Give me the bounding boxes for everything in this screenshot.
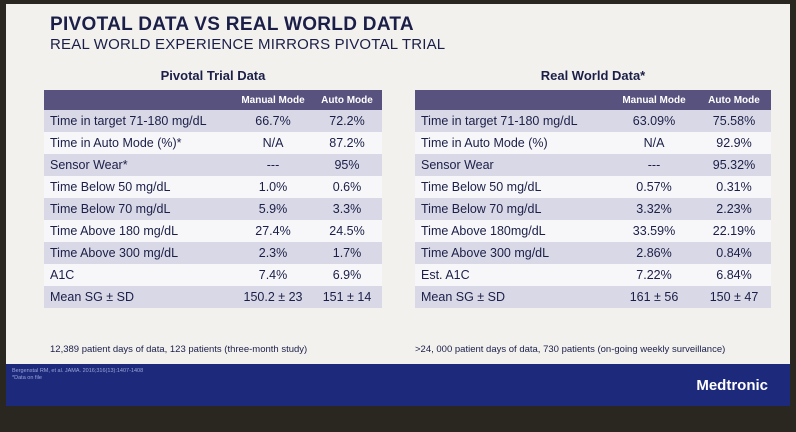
table-row: Time Above 300 mg/dL 2.3% 1.7% <box>44 242 382 264</box>
real-world-heading: Real World Data* <box>540 68 646 83</box>
real-world-table: Manual Mode Auto Mode Time in target 71-… <box>415 90 771 308</box>
pivotal-heading: Pivotal Trial Data <box>160 68 266 83</box>
table-row: Mean SG ± SD 150.2 ± 23 151 ± 14 <box>44 286 382 308</box>
table-row: Est. A1C 7.22% 6.84% <box>415 264 771 286</box>
auto-mode-value: 151 ± 14 <box>312 286 382 308</box>
manual-mode-value: 33.59% <box>611 220 697 242</box>
auto-mode-value: 87.2% <box>312 132 382 154</box>
table-row: Time in target 71-180 mg/dL 66.7% 72.2% <box>44 110 382 132</box>
real-world-footnote: >24, 000 patient days of data, 730 patie… <box>415 344 726 355</box>
manual-mode-value: 2.3% <box>234 242 312 264</box>
slide-subtitle: REAL WORLD EXPERIENCE MIRRORS PIVOTAL TR… <box>50 36 446 53</box>
table-header-row: Manual Mode Auto Mode <box>415 90 771 110</box>
reference-block: Bergenstal RM, et al. JAMA. 2016;316(13)… <box>12 368 143 382</box>
table-row: Sensor Wear* --- 95% <box>44 154 382 176</box>
table-row: Sensor Wear --- 95.32% <box>415 154 771 176</box>
table-row: Time in Auto Mode (%) N/A 92.9% <box>415 132 771 154</box>
footer-bar: Bergenstal RM, et al. JAMA. 2016;316(13)… <box>6 364 790 406</box>
row-label: Time Above 300 mg/dL <box>44 242 234 264</box>
header-manual-mode: Manual Mode <box>611 90 697 110</box>
table-row: Time in Auto Mode (%)* N/A 87.2% <box>44 132 382 154</box>
header-auto-mode: Auto Mode <box>697 90 771 110</box>
manual-mode-value: --- <box>611 154 697 176</box>
auto-mode-value: 150 ± 47 <box>697 286 771 308</box>
row-label: Sensor Wear <box>415 154 611 176</box>
auto-mode-value: 0.6% <box>312 176 382 198</box>
pivotal-table: Manual Mode Auto Mode Time in target 71-… <box>44 90 382 308</box>
row-label: Time Above 300 mg/dL <box>415 242 611 264</box>
pivotal-footnote: 12,389 patient days of data, 123 patient… <box>50 344 308 355</box>
manual-mode-value: 5.9% <box>234 198 312 220</box>
manual-mode-value: 7.22% <box>611 264 697 286</box>
header-manual-mode: Manual Mode <box>234 90 312 110</box>
manual-mode-value: 27.4% <box>234 220 312 242</box>
row-label: Time Below 70 mg/dL <box>415 198 611 220</box>
row-label: Time Below 50 mg/dL <box>44 176 234 198</box>
auto-mode-value: 3.3% <box>312 198 382 220</box>
slide-title: PIVOTAL DATA VS REAL WORLD DATA <box>50 14 414 35</box>
reference-citation: Bergenstal RM, et al. JAMA. 2016;316(13)… <box>12 368 144 374</box>
table-row: Time Above 180mg/dL 33.59% 22.19% <box>415 220 771 242</box>
row-label: Time in Auto Mode (%)* <box>44 132 234 154</box>
manual-mode-value: 3.32% <box>611 198 697 220</box>
manual-mode-value: 66.7% <box>234 110 312 132</box>
medtronic-logo: Medtronic <box>696 377 768 394</box>
table-row: Time Below 50 mg/dL 1.0% 0.6% <box>44 176 382 198</box>
table-row: Time Below 50 mg/dL 0.57% 0.31% <box>415 176 771 198</box>
row-label: Time Below 50 mg/dL <box>415 176 611 198</box>
manual-mode-value: 2.86% <box>611 242 697 264</box>
manual-mode-value: 150.2 ± 23 <box>234 286 312 308</box>
table-row: Mean SG ± SD 161 ± 56 150 ± 47 <box>415 286 771 308</box>
row-label: Time in target 71-180 mg/dL <box>44 110 234 132</box>
header-auto-mode: Auto Mode <box>312 90 382 110</box>
table-row: A1C 7.4% 6.9% <box>44 264 382 286</box>
auto-mode-value: 2.23% <box>697 198 771 220</box>
auto-mode-value: 24.5% <box>312 220 382 242</box>
auto-mode-value: 0.31% <box>697 176 771 198</box>
row-label: Mean SG ± SD <box>44 286 234 308</box>
auto-mode-value: 6.9% <box>312 264 382 286</box>
table-row: Time in target 71-180 mg/dL 63.09% 75.58% <box>415 110 771 132</box>
table-header-row: Manual Mode Auto Mode <box>44 90 382 110</box>
table-row: Time Below 70 mg/dL 5.9% 3.3% <box>44 198 382 220</box>
row-label: Time in Auto Mode (%) <box>415 132 611 154</box>
header-blank <box>44 90 234 110</box>
manual-mode-value: N/A <box>611 132 697 154</box>
table-row: Time Above 300 mg/dL 2.86% 0.84% <box>415 242 771 264</box>
reference-note: *Data on file <box>12 375 42 381</box>
slide: PIVOTAL DATA VS REAL WORLD DATA REAL WOR… <box>6 4 790 406</box>
manual-mode-value: 63.09% <box>611 110 697 132</box>
manual-mode-value: --- <box>234 154 312 176</box>
header-blank <box>415 90 611 110</box>
manual-mode-value: 7.4% <box>234 264 312 286</box>
auto-mode-value: 95% <box>312 154 382 176</box>
row-label: Time Below 70 mg/dL <box>44 198 234 220</box>
auto-mode-value: 1.7% <box>312 242 382 264</box>
auto-mode-value: 95.32% <box>697 154 771 176</box>
row-label: Time Above 180mg/dL <box>415 220 611 242</box>
auto-mode-value: 72.2% <box>312 110 382 132</box>
auto-mode-value: 75.58% <box>697 110 771 132</box>
table-row: Time Above 180 mg/dL 27.4% 24.5% <box>44 220 382 242</box>
row-label: Est. A1C <box>415 264 611 286</box>
auto-mode-value: 92.9% <box>697 132 771 154</box>
manual-mode-value: 0.57% <box>611 176 697 198</box>
row-label: A1C <box>44 264 234 286</box>
auto-mode-value: 6.84% <box>697 264 771 286</box>
row-label: Sensor Wear* <box>44 154 234 176</box>
manual-mode-value: 1.0% <box>234 176 312 198</box>
auto-mode-value: 22.19% <box>697 220 771 242</box>
row-label: Time in target 71-180 mg/dL <box>415 110 611 132</box>
table-row: Time Below 70 mg/dL 3.32% 2.23% <box>415 198 771 220</box>
manual-mode-value: N/A <box>234 132 312 154</box>
row-label: Mean SG ± SD <box>415 286 611 308</box>
row-label: Time Above 180 mg/dL <box>44 220 234 242</box>
auto-mode-value: 0.84% <box>697 242 771 264</box>
manual-mode-value: 161 ± 56 <box>611 286 697 308</box>
